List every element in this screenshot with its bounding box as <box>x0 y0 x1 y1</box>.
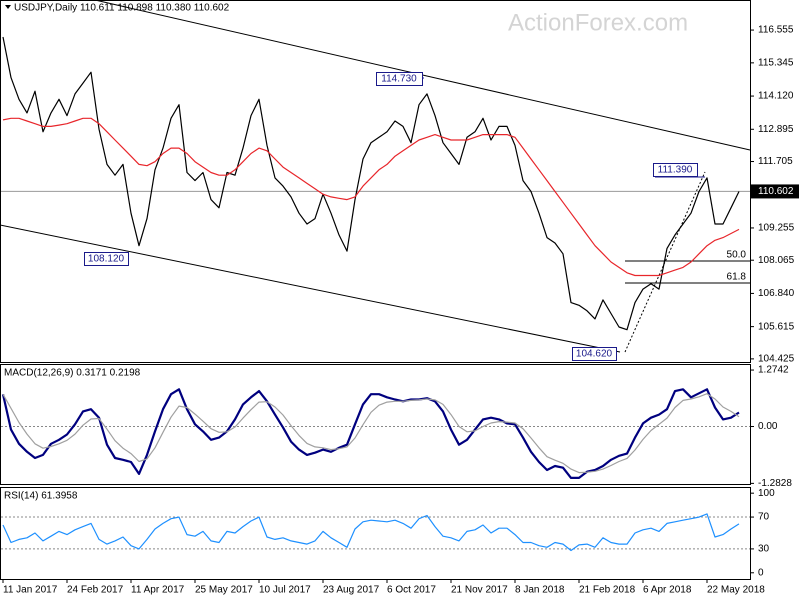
x-tick-label: 25 May 2017 <box>195 585 253 596</box>
menu-triangle[interactable] <box>5 5 11 9</box>
macd-header: MACD(12,26,9) 0.3171 0.2198 <box>4 368 141 379</box>
y-tick-label: 115.345 <box>758 57 794 68</box>
x-tick-label: 22 May 2018 <box>707 585 765 596</box>
last-price-label: 110.602 <box>758 186 794 197</box>
series-line <box>2 513 740 552</box>
annotation-box <box>376 72 423 86</box>
series-line <box>2 393 740 474</box>
y-tick-label: 0 <box>758 567 764 578</box>
series-line <box>1 388 740 479</box>
y-tick-label: 109.255 <box>758 223 795 234</box>
x-tick-label: 8 Jan 2018 <box>515 585 565 596</box>
x-tick-label: 6 Apr 2018 <box>643 585 692 596</box>
annotation: 111.390 <box>658 165 693 176</box>
x-tick-label: 11 Jan 2017 <box>3 585 58 596</box>
watermark: ActionForex.com <box>508 9 688 36</box>
rsi-header: RSI(14) 61.3958 <box>4 491 78 502</box>
y-tick-label: 0.00 <box>758 421 778 432</box>
annotation-box <box>653 163 698 177</box>
series-line <box>2 117 740 277</box>
x-tick-label: 21 Nov 2017 <box>451 585 508 596</box>
last-price-box <box>751 184 799 199</box>
x-tick-label: 23 Aug 2017 <box>323 585 380 596</box>
y-tick-label: 104.425 <box>758 354 795 365</box>
x-tick-label: 10 Jul 2017 <box>259 585 311 596</box>
x-tick-label: 21 Feb 2018 <box>579 585 636 596</box>
y-tick-label: 112.895 <box>758 124 794 135</box>
annotation: 108.120 <box>88 254 125 265</box>
y-tick-label: 70 <box>758 512 770 523</box>
retracement-line <box>624 171 706 353</box>
y-tick-label: 111.705 <box>758 156 793 167</box>
x-tick-label: 24 Feb 2017 <box>67 585 124 596</box>
x-tick-label: 6 Oct 2017 <box>387 585 436 596</box>
price-header: USDJPY,Daily 110.611 110.898 110.380 110… <box>14 3 230 14</box>
y-tick-label: 116.555 <box>758 25 794 36</box>
y-tick-label: 30 <box>758 544 770 555</box>
annotation-box <box>84 252 129 266</box>
y-tick-label: 108.065 <box>758 255 795 266</box>
annotation: 104.620 <box>576 349 613 360</box>
series-line <box>2 36 740 331</box>
y-tick-label: 105.615 <box>758 321 795 332</box>
annotation: 114.730 <box>381 74 417 85</box>
y-tick-label: 114.120 <box>758 91 794 102</box>
fib-label: 61.8 <box>727 272 747 283</box>
y-tick-label: 106.840 <box>758 288 795 299</box>
y-tick-label: -1.2828 <box>758 478 792 489</box>
rsi-panel-frame <box>0 487 751 580</box>
y-tick-label: 100 <box>758 488 775 499</box>
annotation-box <box>572 347 617 361</box>
macd-panel-frame <box>0 364 751 485</box>
y-tick-label: 1.2742 <box>758 365 789 376</box>
price-panel-frame <box>0 0 751 363</box>
channel-lower <box>0 224 621 353</box>
fib-label: 50.0 <box>727 250 747 261</box>
x-tick-label: 11 Apr 2017 <box>131 585 185 596</box>
